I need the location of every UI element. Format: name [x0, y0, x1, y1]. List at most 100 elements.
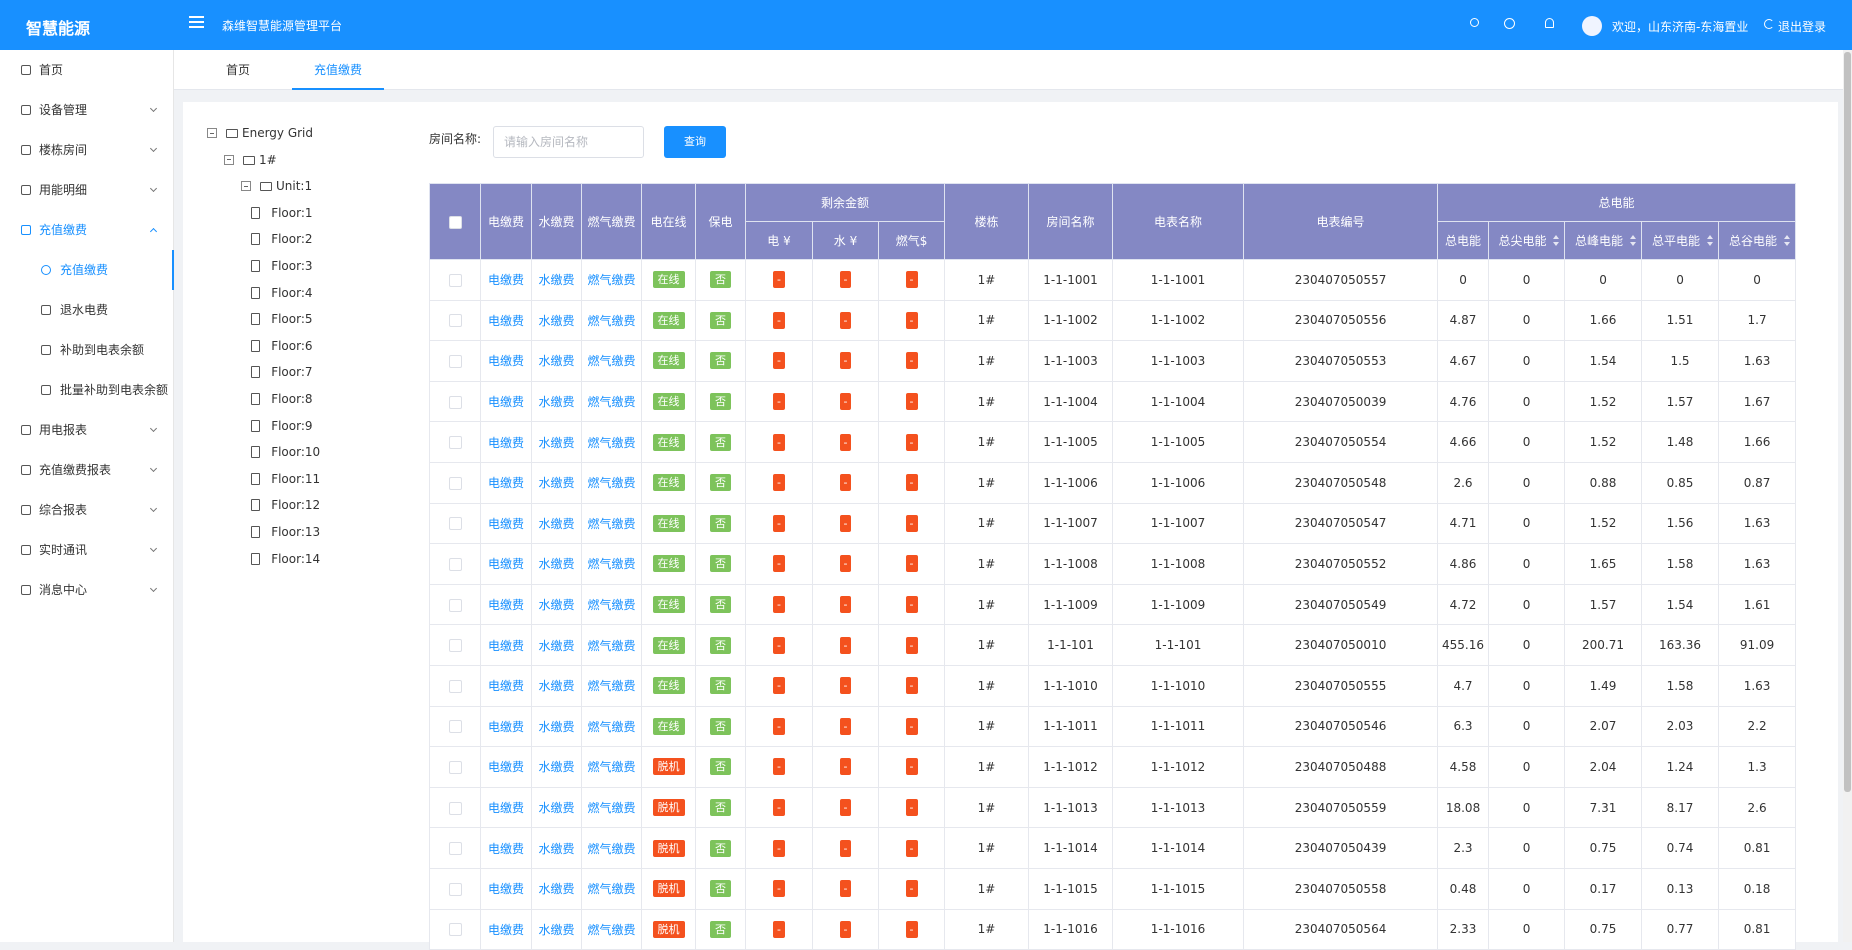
pay-link[interactable]: 电缴费 — [487, 598, 524, 613]
pay-link[interactable]: 水缴费 — [538, 557, 575, 572]
tree-node[interactable]: Floor:6 — [271, 338, 313, 353]
row-checkbox[interactable] — [448, 598, 462, 612]
column-header[interactable]: 总平电能 — [1641, 221, 1720, 260]
status-tag[interactable]: - — [773, 555, 785, 573]
status-tag[interactable]: - — [905, 474, 918, 492]
status-tag[interactable]: - — [839, 514, 852, 532]
pay-link[interactable]: 水缴费 — [538, 395, 575, 410]
status-tag[interactable]: - — [839, 352, 852, 370]
pay-link[interactable]: 水缴费 — [538, 313, 575, 328]
row-checkbox[interactable] — [448, 557, 462, 571]
tree-node[interactable]: Floor:12 — [271, 498, 321, 513]
row-checkbox[interactable] — [448, 517, 462, 531]
pay-link[interactable]: 燃气缴费 — [587, 313, 636, 328]
tree-node[interactable]: Floor:14 — [271, 551, 321, 566]
row-checkbox[interactable] — [448, 273, 462, 287]
status-tag[interactable]: - — [773, 677, 785, 695]
tree-node[interactable]: Floor:5 — [271, 312, 313, 327]
pay-link[interactable]: 水缴费 — [538, 841, 575, 856]
status-tag[interactable]: - — [773, 799, 785, 817]
row-checkbox[interactable] — [448, 720, 462, 734]
pay-link[interactable]: 燃气缴费 — [587, 516, 636, 531]
status-tag[interactable]: - — [839, 880, 852, 898]
menu-toggle[interactable] — [189, 16, 204, 28]
status-tag[interactable]: - — [839, 271, 852, 289]
status-tag[interactable]: - — [773, 758, 785, 776]
search-button[interactable]: 查询 — [664, 126, 726, 158]
pay-link[interactable]: 水缴费 — [538, 435, 575, 450]
tree-node[interactable]: Floor:1 — [271, 205, 313, 220]
pay-link[interactable]: 燃气缴费 — [587, 719, 636, 734]
pay-link[interactable]: 电缴费 — [487, 354, 524, 369]
status-tag[interactable]: - — [905, 311, 918, 329]
pay-link[interactable]: 电缴费 — [487, 801, 524, 816]
row-checkbox[interactable] — [448, 395, 462, 409]
search-input[interactable]: 请输入房间名称 — [493, 126, 644, 158]
tree-node[interactable]: Unit:1 — [276, 179, 313, 194]
status-tag[interactable]: - — [773, 596, 785, 614]
avatar[interactable] — [1582, 16, 1602, 36]
tree-node[interactable]: Floor:7 — [271, 365, 313, 380]
pay-link[interactable]: 燃气缴费 — [587, 638, 636, 653]
status-tag[interactable]: - — [839, 677, 852, 695]
status-tag[interactable]: - — [905, 514, 918, 532]
row-checkbox[interactable] — [448, 354, 462, 368]
status-tag[interactable]: - — [773, 393, 785, 411]
pay-link[interactable]: 水缴费 — [538, 638, 575, 653]
menu-item[interactable]: 消息中心 — [0, 570, 174, 610]
pay-link[interactable]: 电缴费 — [487, 476, 524, 491]
menu-item[interactable]: 综合报表 — [0, 490, 174, 530]
pay-link[interactable]: 燃气缴费 — [587, 476, 636, 491]
menu-item[interactable]: 充值缴费 — [0, 210, 174, 250]
status-tag[interactable]: - — [905, 596, 918, 614]
status-tag[interactable]: - — [905, 352, 918, 370]
status-tag[interactable]: - — [773, 920, 785, 938]
pay-link[interactable]: 电缴费 — [487, 760, 524, 775]
pay-link[interactable]: 水缴费 — [538, 801, 575, 816]
pay-link[interactable]: 电缴费 — [487, 719, 524, 734]
help-icon[interactable] — [1504, 18, 1515, 29]
status-tag[interactable]: - — [905, 839, 918, 857]
menu-item[interactable]: 首页 — [0, 50, 174, 90]
pay-link[interactable]: 水缴费 — [538, 516, 575, 531]
status-tag[interactable]: - — [905, 433, 918, 451]
pay-link[interactable]: 水缴费 — [538, 760, 575, 775]
pay-link[interactable]: 电缴费 — [487, 638, 524, 653]
scrollbar-thumb[interactable] — [1844, 52, 1851, 792]
status-tag[interactable]: - — [773, 839, 785, 857]
status-tag[interactable]: - — [839, 474, 852, 492]
tab[interactable]: 首页 — [225, 63, 250, 77]
menu-item[interactable]: 楼栋房间 — [0, 130, 174, 170]
status-tag[interactable]: - — [905, 717, 918, 735]
status-tag[interactable]: - — [905, 799, 918, 817]
row-checkbox[interactable] — [448, 436, 462, 450]
pay-link[interactable]: 电缴费 — [487, 516, 524, 531]
submenu-item[interactable]: 批量补助到电表余额 — [0, 370, 174, 410]
tree-toggle[interactable] — [207, 128, 217, 138]
status-tag[interactable]: - — [905, 758, 918, 776]
pay-link[interactable]: 水缴费 — [538, 679, 575, 694]
pay-link[interactable]: 燃气缴费 — [587, 760, 636, 775]
tree-node[interactable]: Floor:13 — [271, 525, 321, 539]
menu-item[interactable]: 充值缴费报表 — [0, 450, 174, 490]
tree-node[interactable]: Floor:2 — [271, 232, 313, 247]
status-tag[interactable]: - — [773, 433, 785, 451]
status-tag[interactable]: - — [773, 717, 785, 735]
pay-link[interactable]: 水缴费 — [538, 476, 575, 491]
tree-node[interactable]: Energy Grid — [242, 126, 314, 140]
pay-link[interactable]: 电缴费 — [487, 922, 524, 937]
tree-node[interactable]: Floor:4 — [271, 285, 313, 300]
select-all-checkbox[interactable] — [448, 215, 462, 229]
status-tag[interactable]: - — [773, 880, 785, 898]
pay-link[interactable]: 电缴费 — [487, 841, 524, 856]
logout-link[interactable]: 退出登录 — [1778, 20, 1827, 34]
pay-link[interactable]: 燃气缴费 — [587, 841, 636, 856]
menu-item[interactable]: 实时通讯 — [0, 530, 174, 570]
status-tag[interactable]: - — [839, 433, 852, 451]
tree-node[interactable]: Floor:11 — [271, 471, 321, 486]
tree-node[interactable]: Floor:8 — [271, 392, 313, 406]
status-tag[interactable]: - — [905, 393, 918, 411]
status-tag[interactable]: - — [839, 717, 852, 735]
pay-link[interactable]: 电缴费 — [487, 313, 524, 328]
pay-link[interactable]: 电缴费 — [487, 679, 524, 694]
